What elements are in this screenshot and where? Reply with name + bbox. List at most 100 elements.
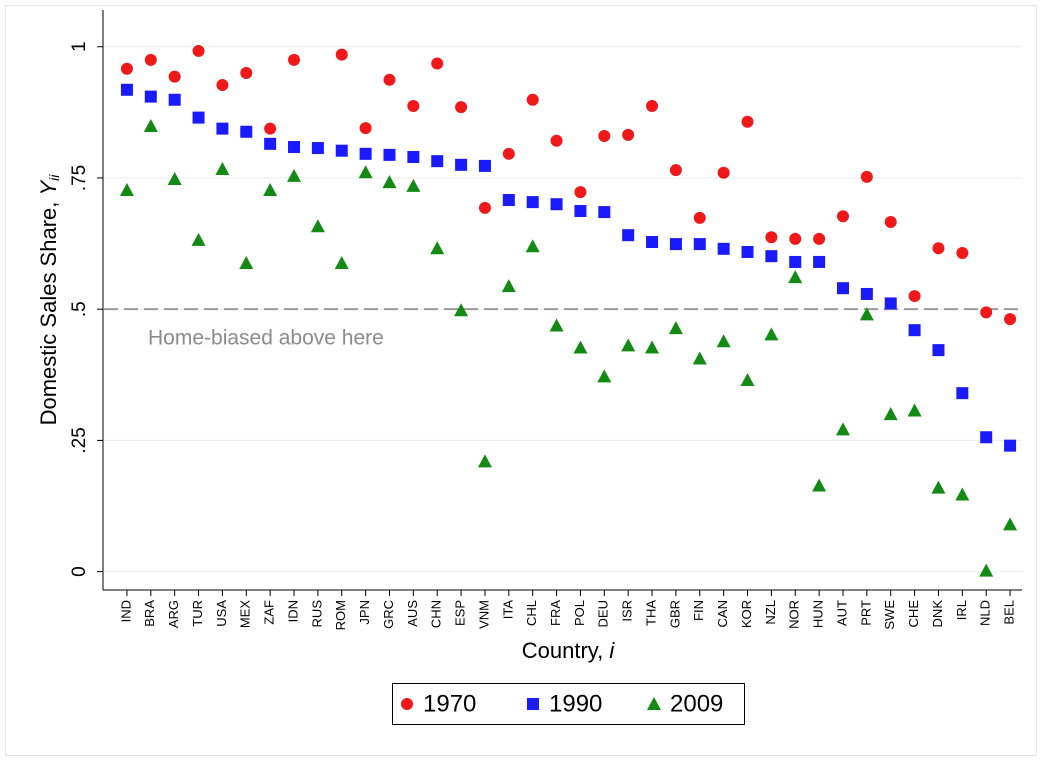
point xyxy=(192,44,205,57)
point xyxy=(311,142,324,155)
point xyxy=(239,255,254,269)
annotation: Home-biased above here xyxy=(148,327,384,350)
x-tick-label: CAN xyxy=(715,600,730,627)
point xyxy=(574,205,587,218)
x-tick-label: NLD xyxy=(978,600,993,626)
y-axis-label-text: Domestic Sales Share, xyxy=(36,196,61,426)
y-axis-label-symbol: Y xyxy=(36,180,61,196)
point xyxy=(288,53,301,66)
x-axis-label: Country, i xyxy=(522,638,616,663)
x-tick-label: VNM xyxy=(476,600,491,629)
x-tick-label: AUT xyxy=(834,600,849,626)
point xyxy=(264,122,277,135)
point xyxy=(980,306,993,319)
x-tick-label: DEU xyxy=(596,600,611,627)
point xyxy=(191,232,206,246)
x-tick-label: RUS xyxy=(309,600,324,628)
point xyxy=(383,73,396,86)
point xyxy=(908,324,921,337)
point xyxy=(310,219,325,233)
x-tick-label: IRL xyxy=(954,600,969,620)
point xyxy=(120,62,133,75)
point xyxy=(884,216,897,229)
x-tick-label: GRC xyxy=(381,600,396,629)
legend-label: 1990 xyxy=(549,690,602,717)
x-axis-label-text: Country, xyxy=(522,638,610,663)
point xyxy=(502,194,515,207)
x-tick-label: FIN xyxy=(691,600,706,621)
point xyxy=(812,478,827,492)
x-tick-label: IND xyxy=(118,600,133,622)
point xyxy=(119,183,134,197)
point xyxy=(622,229,635,242)
point xyxy=(478,201,491,214)
point xyxy=(358,165,373,179)
point xyxy=(288,140,301,153)
x-tick-label: THA xyxy=(643,600,658,626)
point xyxy=(741,245,754,258)
point xyxy=(597,369,612,383)
point xyxy=(789,232,802,245)
x-tick-label: PRT xyxy=(858,600,873,626)
point xyxy=(477,454,492,468)
x-tick-label: NOR xyxy=(787,600,802,629)
x-tick-label: JPN xyxy=(357,600,372,625)
point xyxy=(765,231,778,244)
x-tick-label: NZL xyxy=(763,600,778,625)
x-tick-label: SWE xyxy=(882,600,897,630)
y-tick-label: .25 xyxy=(69,427,90,453)
point xyxy=(574,186,587,199)
point xyxy=(668,321,683,335)
point xyxy=(669,164,682,177)
point xyxy=(168,70,181,83)
x-tick-label: CHE xyxy=(906,600,921,628)
point xyxy=(143,119,158,132)
point xyxy=(407,100,420,113)
x-tick-label: KOR xyxy=(739,600,754,628)
point xyxy=(478,159,491,172)
x-tick-label: GBR xyxy=(667,600,682,628)
x-tick-label: CHL xyxy=(524,600,539,626)
point xyxy=(646,236,659,248)
point xyxy=(860,287,873,300)
point xyxy=(956,247,969,260)
point xyxy=(956,387,969,400)
x-tick-label: IDN xyxy=(285,600,300,622)
point xyxy=(501,279,516,293)
point xyxy=(573,340,588,354)
point xyxy=(264,137,277,150)
point xyxy=(859,307,874,321)
x-axis-label-symbol: i xyxy=(609,638,615,663)
legend-box xyxy=(392,683,745,725)
point xyxy=(598,206,611,219)
point xyxy=(407,150,420,163)
point xyxy=(550,198,563,211)
x-tick-label: ZAF xyxy=(262,600,277,625)
x-tick-label: TUR xyxy=(190,600,205,627)
point xyxy=(860,170,873,183)
point xyxy=(1004,313,1017,326)
y-tick-label: 1 xyxy=(69,41,90,52)
point xyxy=(144,90,157,103)
x-tick-label: ROM xyxy=(333,600,348,630)
point xyxy=(741,115,754,128)
point xyxy=(932,242,945,255)
point xyxy=(740,373,755,387)
point xyxy=(240,125,253,138)
point xyxy=(455,158,468,171)
point xyxy=(359,147,372,160)
x-tick-label: BRA xyxy=(142,600,157,627)
point xyxy=(789,255,802,268)
point xyxy=(120,83,133,96)
point xyxy=(455,101,468,114)
legend-marker xyxy=(527,698,539,710)
point xyxy=(526,93,539,106)
x-tick-label: ISR xyxy=(620,600,635,622)
point xyxy=(525,239,540,253)
point xyxy=(980,431,993,444)
x-tick-label: POL xyxy=(572,600,587,626)
point xyxy=(382,175,397,189)
y-tick-label: 0 xyxy=(69,566,90,577)
point xyxy=(431,155,444,168)
point xyxy=(215,162,230,176)
